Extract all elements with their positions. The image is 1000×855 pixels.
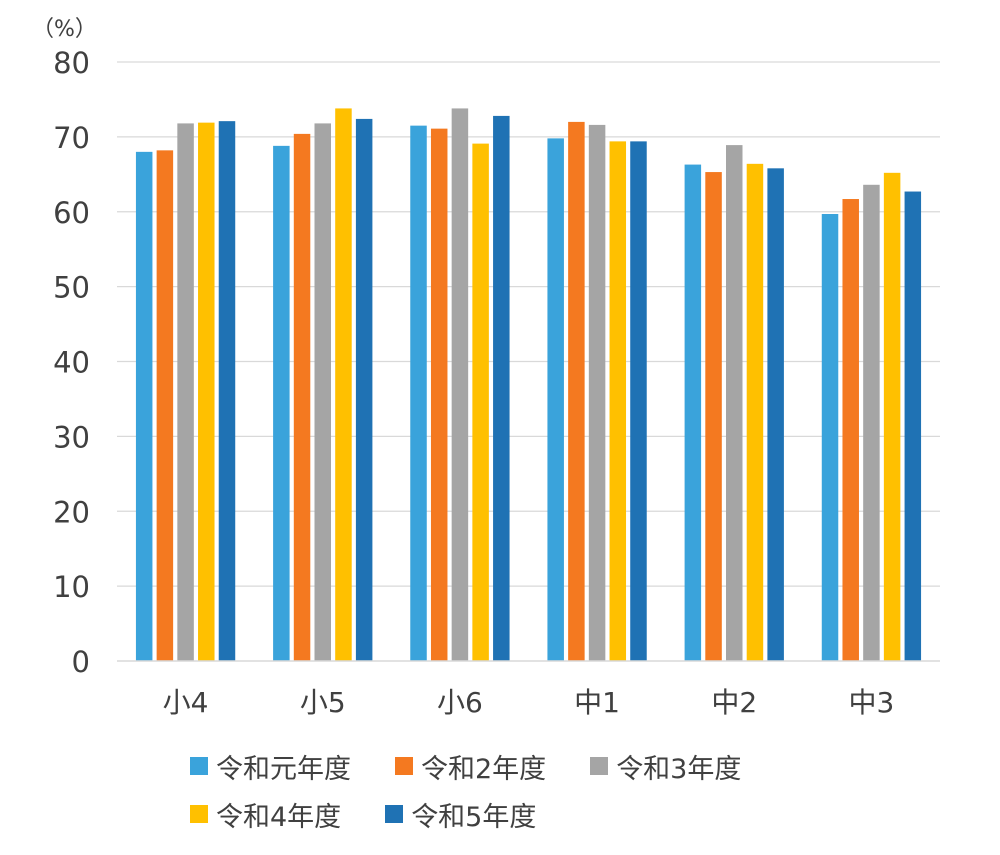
bar xyxy=(609,141,627,661)
legend-item: 令和5年度 xyxy=(385,795,536,834)
x-axis-ticks: 小4 小5 小6 中1 中2 中3 xyxy=(163,686,895,719)
bar xyxy=(198,122,215,662)
bar xyxy=(451,108,469,662)
bar xyxy=(177,123,194,661)
x-tick-label: 小5 xyxy=(300,686,346,719)
legend-item: 令和3年度 xyxy=(590,747,741,786)
bar xyxy=(218,121,236,662)
bar xyxy=(293,133,311,661)
y-tick-label: 70 xyxy=(53,121,90,155)
y-tick-label: 20 xyxy=(53,495,90,529)
y-tick-label: 60 xyxy=(53,196,90,230)
legend-swatch xyxy=(395,757,413,775)
bar xyxy=(588,124,606,661)
bar xyxy=(156,150,174,662)
bar xyxy=(335,108,352,662)
bars xyxy=(135,108,922,662)
legend-swatch xyxy=(190,805,208,823)
legend-item: 令和2年度 xyxy=(395,747,546,786)
x-tick-label: 小6 xyxy=(437,686,483,719)
bar xyxy=(904,191,922,661)
legend-label: 令和5年度 xyxy=(411,801,537,833)
legend-item: 令和元年度 xyxy=(190,747,351,786)
legend-label: 令和元年度 xyxy=(216,753,351,785)
bar xyxy=(883,172,901,661)
legend-row: 令和4年度 令和5年度 xyxy=(190,790,910,838)
bar xyxy=(410,125,427,662)
legend-swatch xyxy=(190,757,208,775)
legend-label: 令和3年度 xyxy=(616,753,742,785)
x-tick-label: 中2 xyxy=(711,686,757,719)
y-tick-label: 10 xyxy=(53,570,90,604)
bar xyxy=(430,128,448,662)
y-axis-unit-label: （%） xyxy=(32,17,97,42)
bar xyxy=(726,145,743,661)
legend-row: 令和元年度 令和2年度 令和3年度 xyxy=(190,742,910,790)
bar xyxy=(767,168,784,661)
legend-label: 令和4年度 xyxy=(216,801,342,833)
legend: 令和元年度 令和2年度 令和3年度令和4年度 令和5年度 xyxy=(190,742,910,838)
gridlines xyxy=(117,61,940,587)
y-tick-label: 30 xyxy=(53,420,90,454)
bar xyxy=(863,184,880,662)
bar xyxy=(493,115,510,661)
bar xyxy=(273,145,290,662)
x-tick-label: 中1 xyxy=(574,686,620,719)
bar xyxy=(355,118,373,661)
y-tick-label: 40 xyxy=(53,346,90,380)
y-tick-label: 50 xyxy=(53,271,90,305)
y-axis-ticks: 0 10 20 30 40 50 60 70 80 xyxy=(53,46,90,679)
x-tick-label: 中3 xyxy=(849,686,895,719)
legend-swatch xyxy=(385,805,404,823)
bar xyxy=(568,121,585,661)
bar xyxy=(135,151,153,661)
bar xyxy=(547,138,564,661)
x-tick-label: 小4 xyxy=(163,686,209,719)
bar xyxy=(746,163,764,661)
bar xyxy=(705,172,722,661)
bar xyxy=(684,164,702,662)
bar xyxy=(472,143,489,661)
bar xyxy=(842,199,859,662)
legend-swatch xyxy=(590,757,609,775)
bar xyxy=(630,141,647,661)
legend-item: 令和4年度 xyxy=(190,795,341,834)
y-tick-label: 80 xyxy=(53,46,90,80)
legend-label: 令和2年度 xyxy=(421,753,547,785)
bar xyxy=(314,123,331,661)
y-tick-label: 0 xyxy=(72,645,90,679)
bar xyxy=(821,213,839,661)
